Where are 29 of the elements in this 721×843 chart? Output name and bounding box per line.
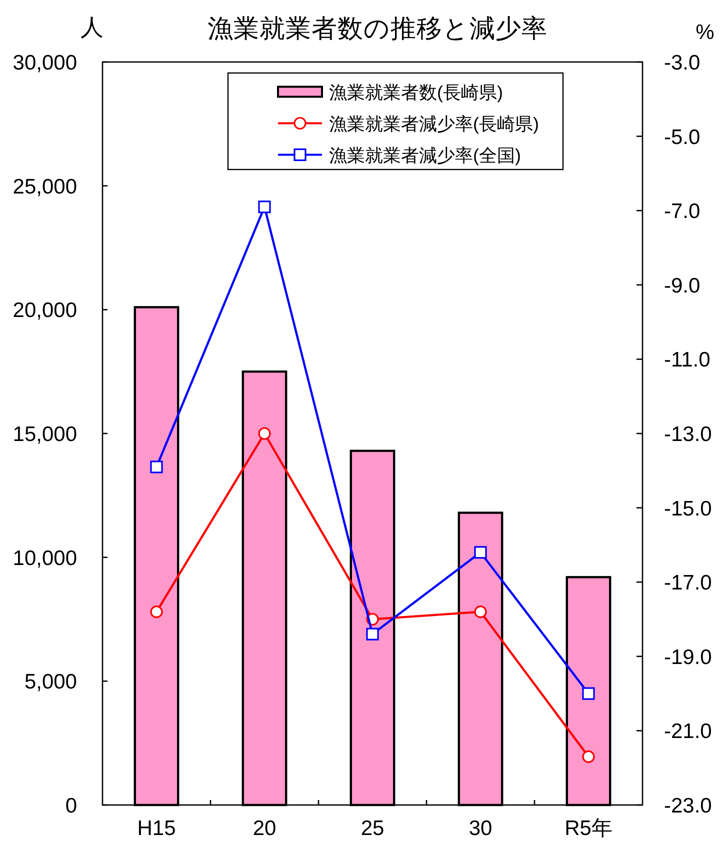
y2tick: -5.0 [664, 126, 700, 149]
y2tick: -21.0 [664, 720, 712, 744]
title: 漁業就業者数の推移と減少率 [208, 15, 548, 43]
y2tick: -15.0 [664, 497, 712, 520]
ytick: 10,000 [12, 546, 77, 570]
ytick: 5,000 [24, 670, 77, 694]
legend-label: 漁業就業者減少率(長崎県) [329, 114, 539, 134]
xtick: 30 [468, 817, 492, 840]
y2tick: -19.0 [664, 646, 712, 669]
y2tick: -11.0 [664, 348, 710, 372]
xtick: R5年 [564, 817, 612, 840]
ytick: 30,000 [12, 52, 77, 74]
y2tick: -3.0 [664, 52, 700, 74]
y2tick: -9.0 [664, 274, 700, 298]
ytick: 20,000 [12, 299, 77, 322]
y2label: % [696, 21, 714, 44]
y2tick: -23.0 [664, 794, 712, 818]
xtick: 20 [252, 817, 276, 840]
xtick: H15 [137, 817, 176, 840]
y2tick: -7.0 [664, 200, 700, 224]
ytick: 25,000 [12, 175, 77, 198]
y2tick: -13.0 [664, 423, 712, 446]
xtick: 25 [360, 817, 384, 840]
ytick: 15,000 [12, 423, 77, 446]
y2tick: -17.0 [664, 572, 712, 595]
ylabel: 人 [80, 14, 104, 40]
ytick: 0 [65, 794, 77, 818]
legend-label: 漁業就業者数(長崎県) [329, 82, 503, 102]
legend-label: 漁業就業者減少率(全国) [329, 145, 521, 166]
